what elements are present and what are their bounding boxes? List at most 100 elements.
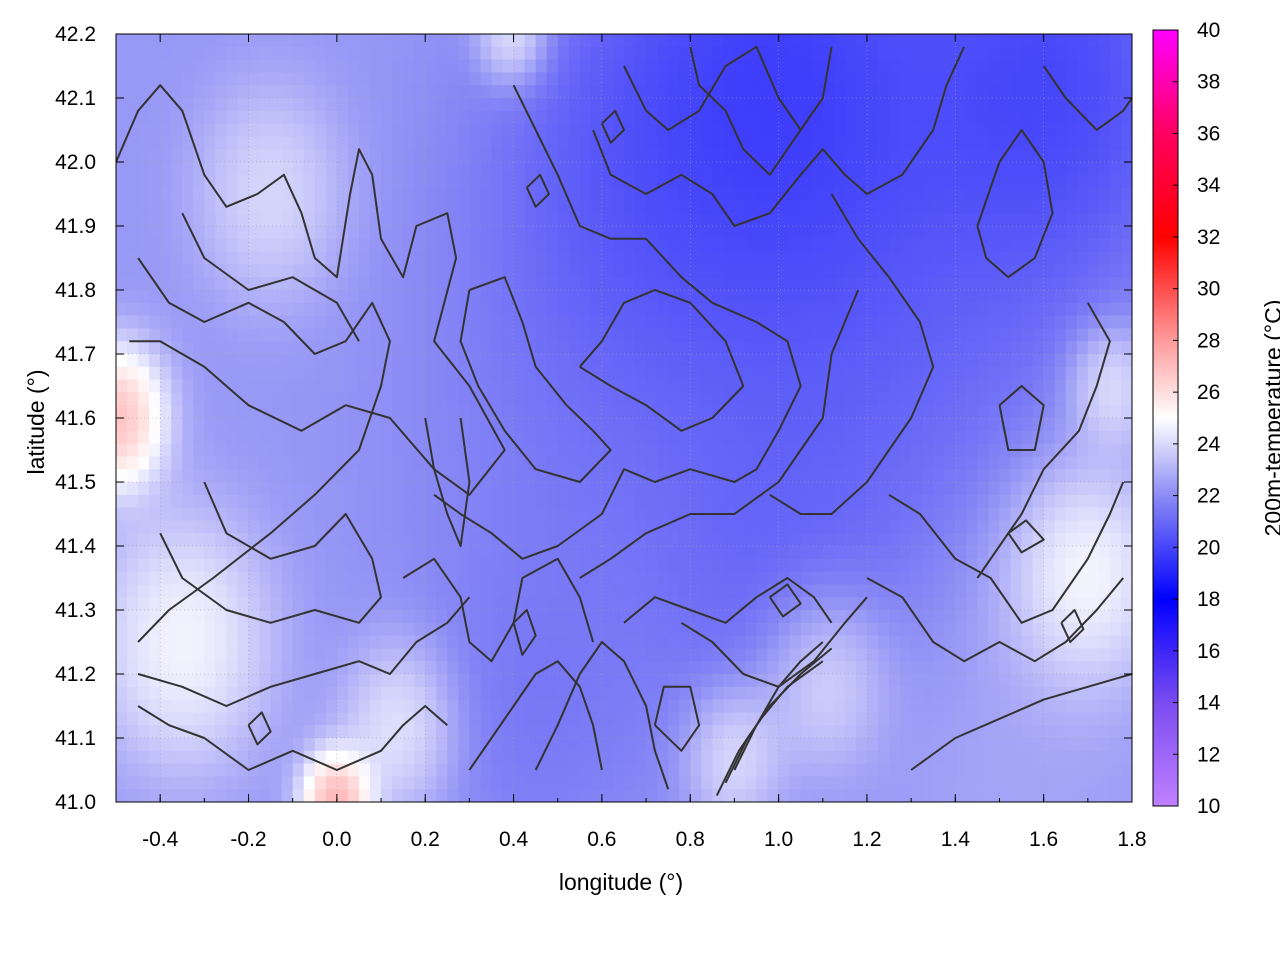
heatmap-cell [480,507,493,521]
heatmap-cell [601,315,614,329]
heatmap-cell [712,290,724,304]
heatmap-cell [182,379,194,393]
heatmap-cell [734,354,747,368]
heatmap-cell [303,46,316,61]
heatmap-cell [778,264,791,278]
heatmap-cell [944,341,956,355]
heatmap-cell [325,251,338,265]
heatmap-cell [889,315,901,329]
heatmap-cell [491,418,504,432]
heatmap-cell [248,366,261,381]
heatmap-cell [1065,302,1078,317]
heatmap-cell [557,610,570,624]
heatmap-cell [579,622,592,637]
heatmap-cell [1120,162,1132,176]
heatmap-cell [844,546,857,560]
heatmap-cell [1087,149,1100,163]
heatmap-cell [1010,226,1023,240]
heatmap-cell [999,354,1012,368]
heatmap-cell [624,392,636,406]
heatmap-cell [911,571,923,585]
heatmap-cell [535,494,548,509]
heatmap-cell [381,315,393,329]
heatmap-cell [844,533,857,547]
heatmap-cell [469,72,482,86]
heatmap-cell [127,584,139,598]
heatmap-cell [955,149,967,163]
heatmap-cell [657,366,669,381]
heatmap-cell [491,686,504,701]
heatmap-cell [579,264,592,278]
heatmap-cell [182,546,194,560]
heatmap-cell [171,110,183,125]
heatmap-cell [513,187,526,201]
heatmap-cell [182,213,194,227]
heatmap-cell [1054,72,1067,86]
heatmap-cell [955,494,967,509]
heatmap-cell [756,98,769,112]
heatmap-cell [1043,648,1056,662]
heatmap-cell [425,328,437,342]
heatmap-cell [579,328,592,342]
heatmap-cell [745,635,758,649]
heatmap-cell [767,584,780,598]
heatmap-cell [988,328,1001,342]
heatmap-cell [833,686,846,701]
heatmap-cell [712,136,724,150]
heatmap-cell [1076,213,1089,227]
heatmap-cell [933,264,945,278]
heatmap-cell [568,110,581,125]
heatmap-cell [138,72,150,86]
heatmap-cell [248,264,261,278]
heatmap-cell [303,72,316,86]
heatmap-cell [303,571,316,585]
heatmap-cell [855,610,868,624]
heatmap-cell [568,264,581,278]
heatmap-cell [237,661,250,675]
heatmap-cell [657,392,669,406]
heatmap-cell [866,712,879,726]
heatmap-cell [668,699,680,713]
heatmap-cell [811,136,824,150]
heatmap-cell [866,405,879,419]
heatmap-cell [403,162,415,176]
heatmap-cell [889,392,901,406]
heatmap-cell [182,686,194,701]
heatmap-cell [226,264,239,278]
heatmap-cell [160,533,172,547]
heatmap-cell [646,584,658,598]
heatmap-cell [127,174,139,189]
heatmap-cell [878,392,890,406]
heatmap-cell [116,328,128,342]
heatmap-cell [347,290,360,304]
heatmap-cell [900,251,912,265]
heatmap-cell [800,136,813,150]
heatmap-cell [259,366,272,381]
heatmap-cell [347,98,360,112]
heatmap-cell [723,520,736,534]
heatmap-cell [447,712,459,726]
heatmap-cell [679,162,691,176]
heatmap-cell [270,264,283,278]
heatmap-cell [491,674,504,688]
heatmap-cell [480,494,493,509]
heatmap-cell [270,622,283,637]
heatmap-cell [204,174,216,189]
heatmap-cell [546,328,559,342]
heatmap-cell [690,290,702,304]
heatmap-cell [679,405,691,419]
heatmap-cell [1043,366,1056,381]
heatmap-cell [226,85,239,99]
heatmap-cell [149,213,161,227]
heatmap-cell [138,622,150,637]
heatmap-cell [414,533,426,547]
heatmap-cell [392,686,404,701]
heatmap-cell [270,661,283,675]
heatmap-cell [1065,712,1078,726]
heatmap-cell [668,494,680,509]
heatmap-cell [1010,85,1023,99]
heatmap-cell [933,622,945,637]
heatmap-cell [303,354,316,368]
heatmap-cell [999,200,1012,214]
heatmap-cell [447,328,459,342]
